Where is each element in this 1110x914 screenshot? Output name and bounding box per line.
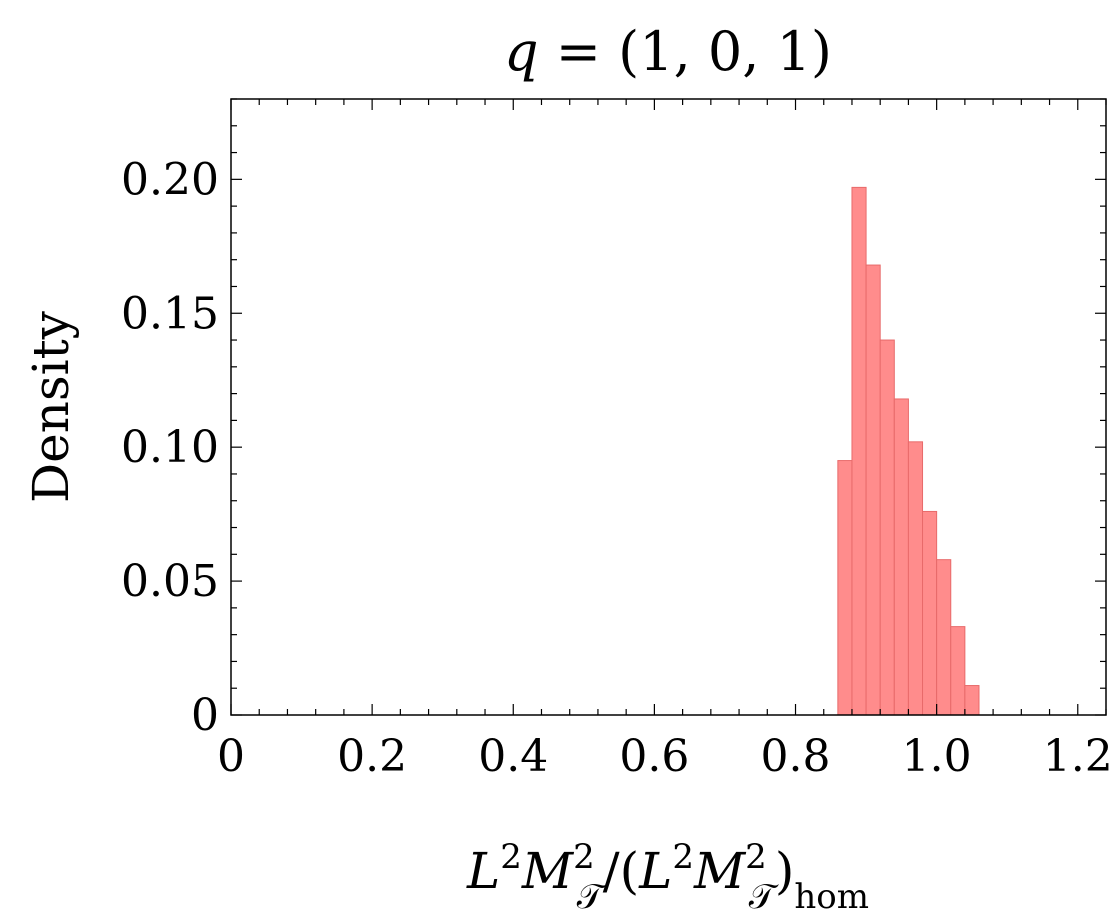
histogram-bar [893, 398, 909, 716]
y-tick-label: 0 [191, 690, 219, 741]
chart-title: q = (1, 0, 1) [504, 20, 832, 83]
bars-group [837, 186, 980, 716]
x-tick-label: 1.2 [1043, 731, 1110, 782]
x-tick-label: 1.0 [902, 731, 972, 782]
y-tick-label: 0.20 [121, 154, 219, 205]
histogram-bar [851, 186, 867, 716]
histogram-bar [907, 441, 924, 716]
histogram-bar [936, 559, 952, 716]
x-tick-label: 0.2 [337, 731, 407, 782]
histogram-bar [964, 685, 980, 716]
x-tick-label: 0.4 [478, 731, 548, 782]
histogram-bar [922, 510, 938, 716]
x-tick-label: 0 [217, 731, 245, 782]
plot-frame [230, 98, 1107, 716]
y-tick-label: 0.15 [121, 288, 219, 339]
histogram-bar [837, 460, 853, 716]
histogram-bar [865, 264, 881, 716]
x-axis-title: L2M2 𝒯/(L2M2 𝒯)hom [466, 837, 869, 914]
histogram-bar [879, 339, 895, 716]
y-tick-label: 0.10 [121, 422, 219, 473]
y-tick-label: 0.05 [121, 556, 219, 607]
x-tick-label: 0.8 [761, 731, 831, 782]
histogram-bar [950, 626, 966, 716]
tick-labels-group: 0 0.2 0.4 0.6 0.8 1.0 1.2 0 0.05 0.10 0.15 0.20 [121, 154, 1110, 782]
title-value: = (1, 0, 1) [539, 20, 832, 83]
x-tick-label: 0.6 [619, 731, 689, 782]
y-axis-title: Density [22, 310, 80, 503]
title-variable: q [504, 20, 539, 83]
ticks-group [230, 98, 1107, 716]
